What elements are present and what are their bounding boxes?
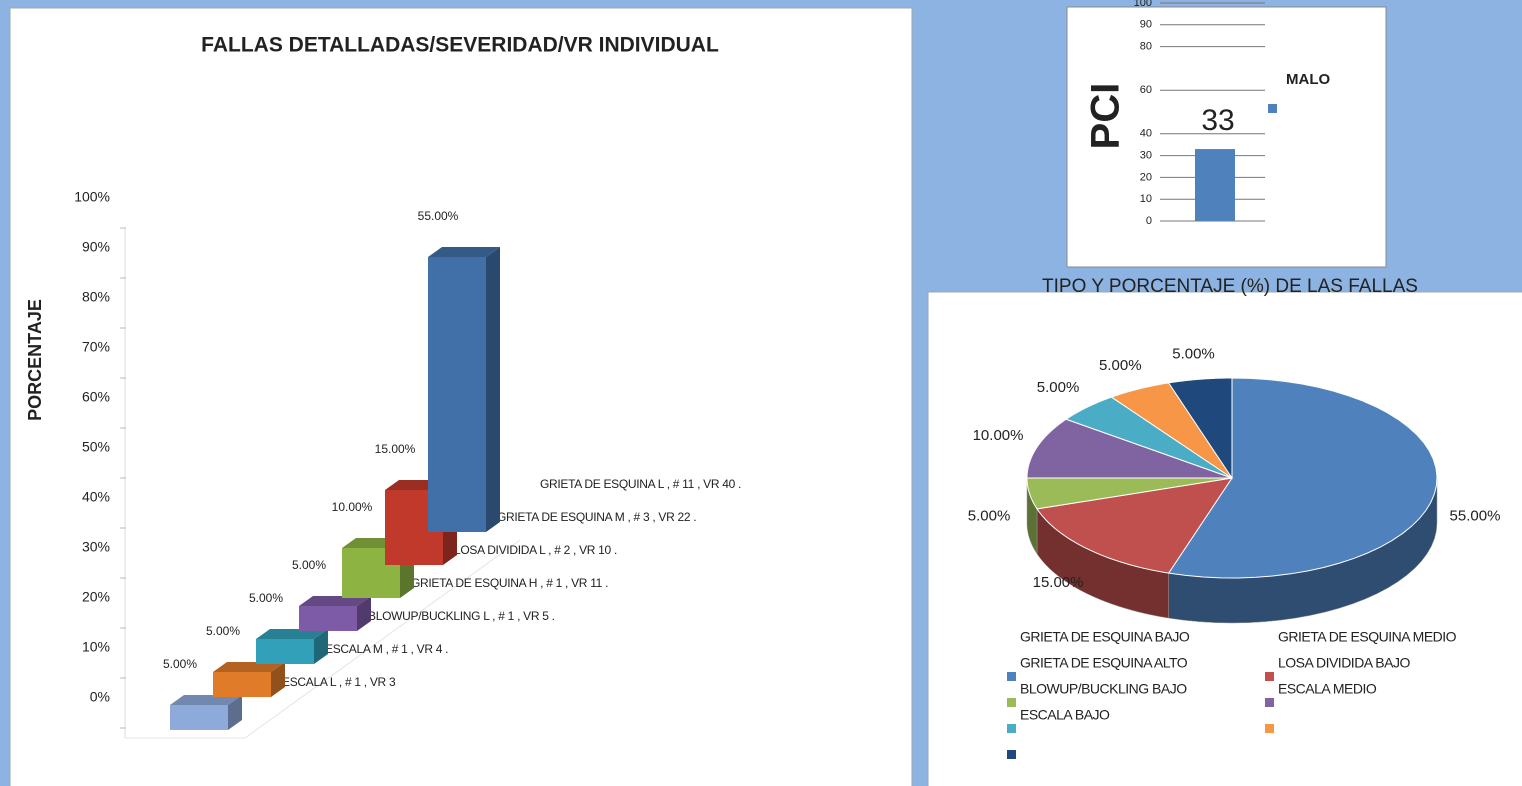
legend-swatch bbox=[1007, 698, 1016, 707]
legend-label: GRIETA DE ESQUINA BAJO bbox=[1020, 629, 1190, 645]
y-tick-label: 90% bbox=[82, 239, 110, 255]
legend-swatch bbox=[1265, 672, 1274, 681]
y-tick-label: 60 bbox=[1140, 84, 1152, 96]
data-label: 5.00% bbox=[163, 657, 197, 671]
legend-label: GRIETA DE ESQUINA ALTO bbox=[1020, 655, 1188, 671]
data-label: 5.00% bbox=[292, 558, 326, 572]
y-tick-label: 50% bbox=[82, 439, 110, 455]
data-label: 55.00% bbox=[1450, 508, 1501, 525]
y-axis-label: PORCENTAJE bbox=[25, 299, 45, 421]
y-tick-label: 20% bbox=[82, 589, 110, 605]
y-tick-label: 60% bbox=[82, 389, 110, 405]
y-axis-label: PCI bbox=[1084, 83, 1128, 150]
pie-slice bbox=[1110, 382, 1233, 479]
y-tick-label: 10 bbox=[1140, 193, 1152, 205]
bar-top bbox=[213, 662, 285, 672]
legend-swatch bbox=[1007, 750, 1016, 759]
data-label: 15.00% bbox=[1033, 574, 1084, 591]
bar bbox=[428, 257, 486, 532]
y-tick-label: 0 bbox=[1146, 215, 1152, 227]
category-label: ESCALA L , # 1 , VR 3 bbox=[282, 675, 396, 689]
y-tick-label: 100 bbox=[1134, 0, 1152, 9]
legend-label: MALO bbox=[1286, 71, 1330, 88]
data-label: 5.00% bbox=[1037, 379, 1080, 396]
legend-swatch bbox=[1265, 698, 1274, 707]
data-label: 33 bbox=[1201, 104, 1234, 137]
bar bbox=[170, 705, 228, 730]
data-label: 10.00% bbox=[973, 427, 1024, 444]
bar bbox=[299, 606, 357, 631]
bar bbox=[213, 672, 271, 697]
legend-label: GRIETA DE ESQUINA MEDIO bbox=[1278, 629, 1457, 645]
legend-swatch bbox=[1268, 104, 1277, 113]
bar-top bbox=[428, 247, 500, 257]
y-tick-label: 90 bbox=[1140, 19, 1152, 31]
y-tick-label: 80% bbox=[82, 289, 110, 305]
category-label: LOSA DIVIDIDA L , # 2 , VR 10 . bbox=[454, 543, 617, 557]
category-label: GRIETA DE ESQUINA M , # 3 , VR 22 . bbox=[497, 510, 696, 524]
pci-panel bbox=[1066, 6, 1387, 268]
legend-swatch bbox=[1007, 672, 1016, 681]
data-label: 5.00% bbox=[206, 624, 240, 638]
legend-label: ESCALA MEDIO bbox=[1278, 681, 1377, 697]
bar-side bbox=[486, 247, 500, 532]
legend-label: LOSA DIVIDIDA BAJO bbox=[1278, 655, 1410, 671]
pie-slice bbox=[1065, 396, 1233, 479]
y-tick-label: 30 bbox=[1140, 150, 1152, 162]
bar-side bbox=[228, 695, 242, 730]
data-label: 10.00% bbox=[332, 500, 373, 514]
bar-top bbox=[299, 596, 371, 606]
bar-side bbox=[357, 596, 371, 631]
y-tick-label: 30% bbox=[82, 539, 110, 555]
y-tick-label: 20 bbox=[1140, 171, 1152, 183]
data-label: 55.00% bbox=[418, 209, 459, 223]
category-label: ESCALA M , # 1 , VR 4 . bbox=[325, 642, 448, 656]
category-label: BLOWUP/BUCKLING L , # 1 , VR 5 . bbox=[368, 609, 555, 623]
y-tick-label: 0% bbox=[90, 689, 110, 705]
y-tick-label: 100% bbox=[74, 189, 110, 205]
bar bbox=[256, 639, 314, 664]
bar-top bbox=[256, 629, 328, 639]
y-tick-label: 40 bbox=[1140, 128, 1152, 140]
category-label: GRIETA DE ESQUINA L , # 11 , VR 40 . bbox=[540, 477, 741, 491]
pie-slice bbox=[1036, 477, 1234, 574]
y-tick-label: 40% bbox=[82, 489, 110, 505]
data-label: 5.00% bbox=[1172, 345, 1215, 362]
legend-label: BLOWUP/BUCKLING BAJO bbox=[1020, 681, 1187, 697]
legend-label: ESCALA BAJO bbox=[1020, 707, 1110, 723]
data-label: 5.00% bbox=[968, 508, 1011, 525]
floor-edge bbox=[125, 539, 521, 739]
data-label: 5.00% bbox=[249, 591, 283, 605]
chart-title: TIPO Y PORCENTAJE (%) DE LAS FALLAS bbox=[1042, 276, 1418, 297]
y-tick-label: 10% bbox=[82, 639, 110, 655]
bar-top bbox=[170, 695, 242, 705]
legend-swatch bbox=[1265, 724, 1274, 733]
pie-slice bbox=[1026, 477, 1233, 510]
bar-side bbox=[314, 629, 328, 664]
y-tick-label: 70% bbox=[82, 339, 110, 355]
pie-slice bbox=[1167, 377, 1438, 579]
data-label: 15.00% bbox=[375, 442, 416, 456]
legend-swatch bbox=[1007, 724, 1016, 733]
category-label: GRIETA DE ESQUINA H , # 1 , VR 11 . bbox=[411, 576, 608, 590]
bar-side bbox=[271, 662, 285, 697]
pie-slice bbox=[1167, 377, 1233, 480]
pie-slice bbox=[1026, 418, 1233, 479]
bar bbox=[1195, 149, 1235, 221]
y-tick-label: 80 bbox=[1140, 41, 1152, 53]
chart-title: FALLAS DETALLADAS/SEVERIDAD/VR INDIVIDUA… bbox=[201, 34, 719, 57]
data-label: 5.00% bbox=[1099, 357, 1142, 374]
